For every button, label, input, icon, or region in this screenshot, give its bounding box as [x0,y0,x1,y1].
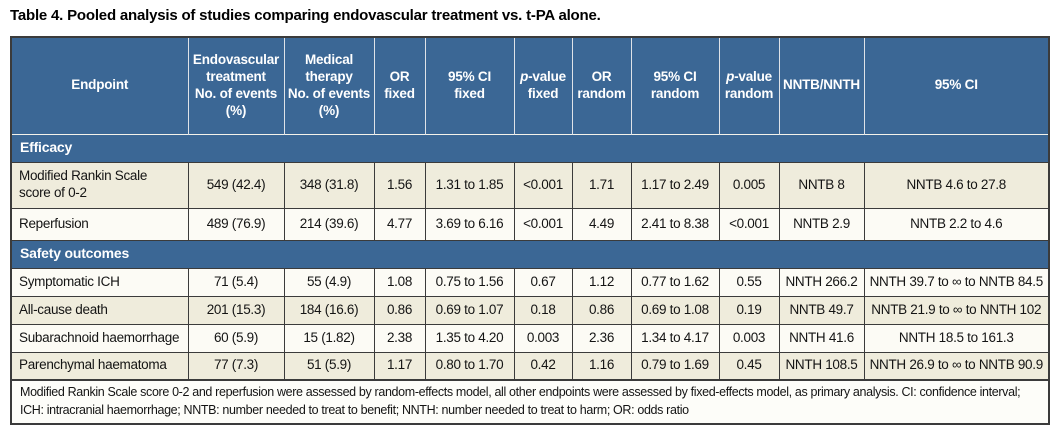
value-cell: 15 (1.82) [283,323,375,353]
col-header-ci-random: 95% CI random [630,37,719,134]
value-cell: <0.001 [513,207,573,241]
value-cell: 0.86 [571,295,632,325]
value-cell: 4.77 [373,207,426,241]
table-footnote: Modified Rankin Scale score 0-2 and repe… [10,379,1050,424]
col-header-pvalue-random: p-value random [718,37,779,134]
value-cell: 77 (7.3) [187,351,285,381]
value-cell: 1.16 [571,351,632,381]
value-cell: 0.55 [718,267,780,297]
value-cell: NNTH 266.2 [778,267,865,297]
endpoint-cell: Subarachnoid haemorrhage [10,323,189,353]
value-cell: 2.41 to 8.38 [630,207,720,241]
value-cell: 60 (5.9) [187,323,285,353]
value-cell: 0.005 [718,161,780,209]
table-header-row: Endpoint Endovascular treatment No. of e… [11,37,1049,134]
value-cell: 2.36 [571,323,632,353]
section-header-safety-outcomes: Safety outcomes [10,239,1050,269]
value-cell: NNTH 108.5 [778,351,865,381]
section-row-safety: Safety outcomes [10,239,1050,269]
pooled-analysis-table: Endpoint Endovascular treatment No. of e… [10,36,1050,425]
col-header-endpoint: Endpoint [11,37,188,134]
value-cell: 71 (5.4) [187,267,285,297]
value-cell: 2.38 [373,323,426,353]
endpoint-cell: Reperfusion [10,207,189,241]
value-cell: <0.001 [718,207,780,241]
row-parenchymal-haematoma: Parenchymal haematoma 77 (7.3) 51 (5.9) … [10,351,1050,381]
endpoint-cell: Modified Rankin Scale score of 0-2 [10,161,189,209]
footnote-row: Modified Rankin Scale score 0-2 and repe… [10,379,1050,424]
value-cell: 201 (15.3) [187,295,285,325]
row-symptomatic-ich: Symptomatic ICH 71 (5.4) 55 (4.9) 1.08 0… [10,267,1050,297]
col-header-ci-fixed: 95% CI fixed [424,37,514,134]
value-cell: 0.67 [513,267,573,297]
value-cell: 0.003 [718,323,780,353]
value-cell: 3.69 to 6.16 [424,207,515,241]
value-cell: 1.34 to 4.17 [630,323,720,353]
value-cell: 0.79 to 1.69 [630,351,720,381]
value-cell: NNTH 41.6 [778,323,865,353]
col-header-or-fixed: OR fixed [373,37,425,134]
value-cell: 51 (5.9) [283,351,375,381]
col-header-ci: 95% CI [863,37,1049,134]
value-cell: 4.49 [571,207,632,241]
value-cell: 0.77 to 1.62 [630,267,720,297]
value-cell: 1.08 [373,267,426,297]
value-cell: 0.80 to 1.70 [424,351,515,381]
value-cell: 0.69 to 1.07 [424,295,515,325]
section-row-efficacy: Efficacy [10,133,1050,163]
value-cell: 0.75 to 1.56 [424,267,515,297]
value-cell: <0.001 [513,161,573,209]
col-header-or-random: OR random [571,37,631,134]
value-cell: NNTB 2.9 [778,207,865,241]
value-cell: NNTH 18.5 to 161.3 [863,323,1050,353]
value-cell: 0.69 to 1.08 [630,295,720,325]
value-cell: 0.18 [513,295,573,325]
value-cell: 348 (31.8) [283,161,375,209]
value-cell: 1.31 to 1.85 [424,161,515,209]
row-subarachnoid-haemorrhage: Subarachnoid haemorrhage 60 (5.9) 15 (1.… [10,323,1050,353]
value-cell: NNTB 4.6 to 27.8 [863,161,1050,209]
table-title: Table 4. Pooled analysis of studies comp… [10,7,601,24]
value-cell: 1.17 to 2.49 [630,161,720,209]
value-cell: NNTB 49.7 [778,295,865,325]
value-cell: 1.17 [373,351,426,381]
value-cell: 0.86 [373,295,426,325]
value-cell: 0.003 [513,323,573,353]
value-cell: 0.45 [718,351,780,381]
endpoint-cell: All-cause death [10,295,189,325]
value-cell: 214 (39.6) [283,207,375,241]
value-cell: 0.19 [718,295,780,325]
value-cell: 0.42 [513,351,573,381]
col-header-pvalue-fixed: p-value fixed [513,37,572,134]
col-header-endovascular-events: Endovascular treatment No. of events (%) [187,37,284,134]
value-cell: 1.12 [571,267,632,297]
value-cell: 184 (16.6) [283,295,375,325]
endpoint-cell: Parenchymal haematoma [10,351,189,381]
value-cell: 489 (76.9) [187,207,285,241]
value-cell: 1.35 to 4.20 [424,323,515,353]
value-cell: 1.56 [373,161,426,209]
col-header-medical-events: Medical therapy No. of events (%) [283,37,374,134]
endpoint-cell: Symptomatic ICH [10,267,189,297]
value-cell: NNTH 39.7 to ∞ to NNTB 84.5 [863,267,1050,297]
value-cell: NNTH 26.9 to ∞ to NNTB 90.9 [863,351,1050,381]
value-cell: NNTB 2.2 to 4.6 [863,207,1050,241]
value-cell: NNTB 21.9 to ∞ to NNTH 102 [863,295,1050,325]
value-cell: 55 (4.9) [283,267,375,297]
row-all-cause-death: All-cause death 201 (15.3) 184 (16.6) 0.… [10,295,1050,325]
value-cell: 549 (42.4) [187,161,285,209]
value-cell: 1.71 [571,161,632,209]
row-reperfusion: Reperfusion 489 (76.9) 214 (39.6) 4.77 3… [10,207,1050,241]
value-cell: NNTB 8 [778,161,865,209]
section-header-efficacy: Efficacy [10,133,1050,163]
col-header-nntb-nnth: NNTB/NNTH [778,37,864,134]
row-modified-rankin: Modified Rankin Scale score of 0-2 549 (… [10,161,1050,209]
